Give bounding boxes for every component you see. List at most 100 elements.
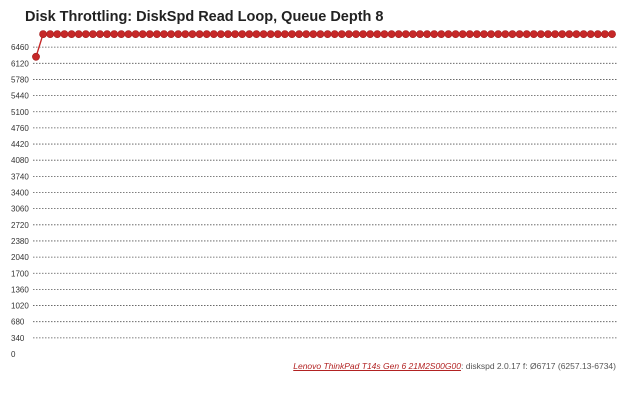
data-point[interactable] (387, 30, 396, 38)
footer-separator: : (460, 361, 464, 371)
data-point[interactable] (295, 30, 303, 38)
y-axis-tick-labels: 0 340 680 1020 1360 1700 2040 2380 2720 3060 3400 3… (11, 43, 29, 359)
data-point[interactable] (103, 30, 111, 38)
data-point[interactable] (451, 30, 460, 38)
data-point[interactable] (551, 30, 559, 38)
data-point[interactable] (465, 30, 474, 38)
data-point[interactable] (601, 30, 609, 38)
y-tick-label: 4420 (11, 140, 29, 149)
data-point[interactable] (195, 30, 204, 38)
data-point[interactable] (522, 30, 531, 38)
data-point[interactable] (81, 30, 90, 38)
data-point[interactable] (167, 30, 175, 38)
data-point[interactable] (89, 30, 97, 38)
chart-footer: Lenovo ThinkPad T14s Gen 6 21M2S00G00: d… (293, 361, 616, 371)
data-point[interactable] (480, 30, 488, 38)
data-point[interactable] (216, 30, 225, 38)
data-point[interactable] (96, 30, 104, 38)
y-tick-label: 1700 (11, 269, 29, 278)
data-point[interactable] (544, 30, 552, 38)
data-point[interactable] (586, 30, 595, 38)
data-point[interactable] (494, 30, 503, 38)
data-point[interactable] (53, 30, 62, 38)
data-point[interactable] (558, 30, 567, 38)
data-point[interactable] (273, 30, 282, 38)
data-point[interactable] (224, 30, 232, 38)
gridlines (33, 46, 618, 339)
data-point[interactable] (138, 30, 147, 38)
data-point[interactable] (302, 30, 311, 38)
data-point[interactable] (259, 30, 268, 38)
data-point[interactable] (416, 30, 424, 38)
data-point[interactable] (529, 30, 538, 38)
data-point[interactable] (202, 30, 211, 38)
data-point[interactable] (408, 30, 417, 38)
data-point[interactable] (366, 30, 375, 38)
data-point[interactable] (352, 30, 360, 38)
data-point[interactable] (188, 30, 197, 38)
data-point[interactable] (309, 30, 318, 38)
y-tick-label: 5440 (11, 92, 29, 101)
data-point[interactable] (501, 30, 510, 38)
data-point[interactable] (337, 30, 346, 38)
data-point[interactable] (46, 30, 55, 38)
device-link[interactable]: Lenovo ThinkPad T14s Gen 6 21M2S00G00 (293, 361, 461, 371)
data-point[interactable] (579, 30, 588, 38)
data-point[interactable] (238, 30, 247, 38)
data-point[interactable] (152, 30, 161, 38)
y-tick-label: 1360 (11, 285, 29, 294)
data-point[interactable] (280, 30, 289, 38)
data-point[interactable] (401, 30, 410, 38)
data-point[interactable] (60, 30, 69, 38)
data-point[interactable] (537, 30, 545, 38)
data-point[interactable] (245, 30, 254, 38)
y-tick-label: 3400 (11, 189, 29, 198)
data-point[interactable] (74, 30, 83, 38)
data-point[interactable] (565, 30, 574, 38)
data-point[interactable] (316, 30, 325, 38)
data-point[interactable] (458, 30, 467, 38)
data-point[interactable] (430, 30, 439, 38)
series-markers (32, 30, 616, 61)
data-point[interactable] (110, 30, 119, 38)
data-point[interactable] (67, 30, 76, 38)
data-point[interactable] (394, 30, 403, 38)
data-point[interactable] (124, 30, 133, 38)
data-point[interactable] (209, 30, 218, 38)
data-point[interactable] (32, 52, 40, 61)
data-point[interactable] (160, 30, 168, 38)
data-point[interactable] (423, 30, 431, 38)
data-point[interactable] (444, 30, 453, 38)
data-point[interactable] (145, 30, 154, 38)
data-point[interactable] (231, 30, 239, 38)
data-point[interactable] (266, 30, 275, 38)
data-point[interactable] (608, 30, 616, 38)
y-tick-label: 4760 (11, 124, 29, 133)
data-point[interactable] (330, 30, 339, 38)
data-point[interactable] (373, 30, 382, 38)
y-tick-label: 680 (11, 318, 25, 327)
data-point[interactable] (593, 30, 602, 38)
y-tick-label: 5780 (11, 75, 29, 84)
y-tick-label: 0 (11, 350, 16, 359)
data-point[interactable] (288, 30, 296, 38)
data-point[interactable] (39, 30, 47, 38)
data-point[interactable] (380, 30, 389, 38)
data-point[interactable] (131, 30, 140, 38)
data-point[interactable] (323, 30, 332, 38)
data-point[interactable] (437, 30, 446, 38)
data-point[interactable] (344, 30, 353, 38)
data-point[interactable] (515, 30, 524, 38)
data-point[interactable] (181, 30, 190, 38)
data-point[interactable] (252, 30, 261, 38)
data-point[interactable] (572, 30, 581, 38)
y-tick-label: 5100 (11, 108, 29, 117)
data-point[interactable] (487, 30, 495, 38)
data-point[interactable] (472, 30, 481, 38)
data-point[interactable] (174, 30, 183, 38)
data-point[interactable] (117, 30, 126, 38)
data-point[interactable] (508, 30, 517, 38)
footer-details: diskspd 2.0.17 f: Ø6717 (6257.13-6734) (463, 361, 616, 371)
data-point[interactable] (359, 30, 367, 38)
